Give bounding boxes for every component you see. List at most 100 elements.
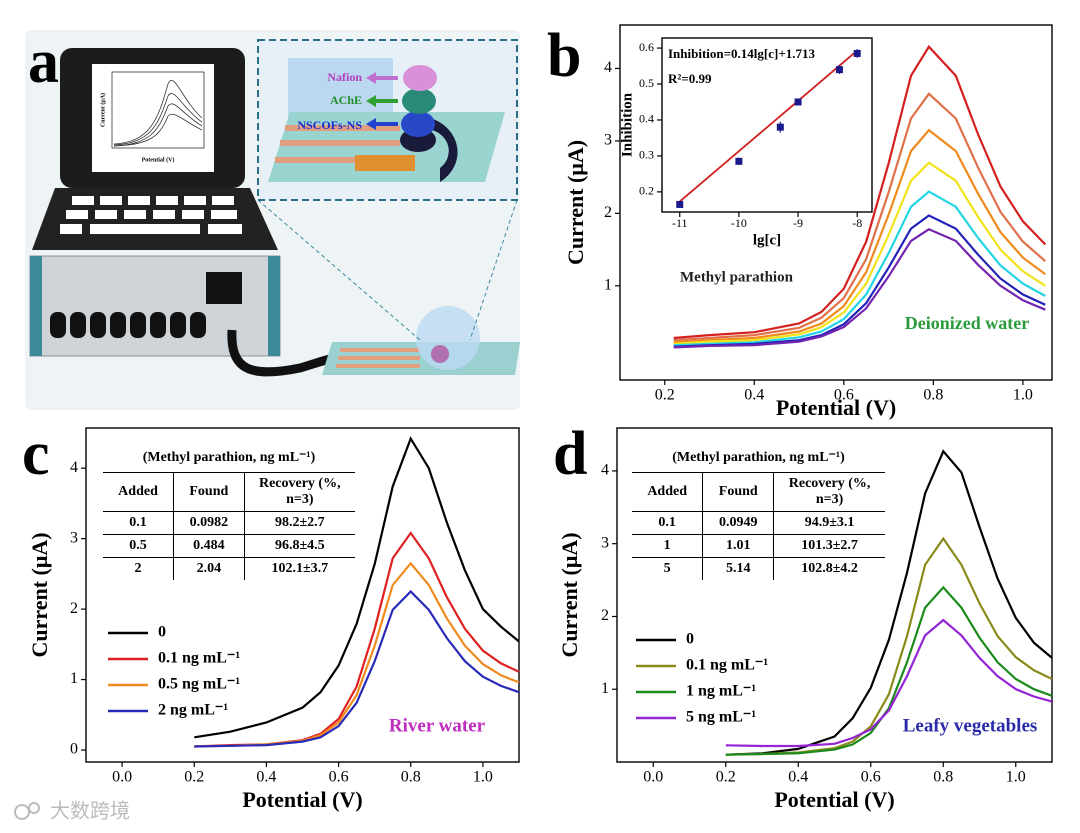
y-tick-label: 2 xyxy=(601,607,609,624)
x-tick-label: 0.0 xyxy=(643,769,663,786)
curve xyxy=(673,44,1047,340)
legend-label: 1 ng mL⁻¹ xyxy=(686,683,756,700)
x-axis-label: Potential (V) xyxy=(774,787,894,812)
table-row: Added Found Recovery (%, n=3) xyxy=(103,472,355,512)
table-cell: 94.9±3.1 xyxy=(773,511,885,535)
potentiostat xyxy=(29,255,281,357)
y-axis-label: Current (μA) xyxy=(563,140,588,265)
x-tick-label: -11 xyxy=(672,216,688,230)
table-cell: 5.14 xyxy=(702,557,774,580)
y-tick-label: 1 xyxy=(604,276,612,293)
legend-label: 0 xyxy=(686,631,694,648)
table-cell: 0.1 xyxy=(103,511,174,535)
point xyxy=(735,157,743,165)
table-row: (Methyl parathion, ng mL⁻¹) xyxy=(632,446,885,473)
mini-plot xyxy=(111,71,205,149)
y-tick-label: 4 xyxy=(601,462,609,479)
screen-display xyxy=(92,64,214,172)
y-tick-label: 3 xyxy=(604,132,612,149)
ports xyxy=(50,312,206,338)
point xyxy=(835,66,843,74)
table-cell: Found xyxy=(173,472,245,512)
table-cell: Recovery (%, n=3) xyxy=(773,472,885,512)
x-tick-label: 0.6 xyxy=(329,769,349,786)
table-cell: 102.8±4.2 xyxy=(773,557,885,580)
annotation: Leafy vegetables xyxy=(903,715,1038,736)
table-cell: 96.8±4.5 xyxy=(243,534,355,558)
table-cell: (Methyl parathion, ng mL⁻¹) xyxy=(142,450,316,465)
curve xyxy=(725,585,1053,756)
x-tick-label: 0.8 xyxy=(401,769,421,786)
panel-label: c xyxy=(22,420,50,488)
working-electrode xyxy=(431,345,449,363)
x-tick-label: 0.8 xyxy=(933,769,953,786)
zoom-lines xyxy=(257,199,518,341)
table-row: 0.1 0.0949 94.9±3.1 xyxy=(632,511,885,535)
point xyxy=(676,200,684,208)
x-axis-label: Potential (V) xyxy=(242,787,362,812)
counter-electrode xyxy=(430,118,458,182)
curve xyxy=(673,161,1046,345)
panel-label: b xyxy=(547,22,581,90)
y-axis-label: Current (μA) xyxy=(27,532,52,657)
table-cell: (Methyl parathion, ng mL⁻¹) xyxy=(672,450,845,465)
table-row: (Methyl parathion, ng mL⁻¹) xyxy=(103,446,355,473)
x-tick-label: 0.8 xyxy=(923,387,943,404)
curve xyxy=(673,214,1046,348)
y-tick-label: 3 xyxy=(70,529,78,546)
legend-label: 0.1 ng mL⁻¹ xyxy=(158,650,240,667)
layer-label: AChE xyxy=(330,93,362,107)
mini-ylabel: Current (μA) xyxy=(99,93,106,127)
curve xyxy=(194,436,520,739)
table-cell: Added xyxy=(632,472,703,512)
y-tick-label: 0.5 xyxy=(639,76,654,90)
x-tick-label: 0.2 xyxy=(655,387,675,404)
curve xyxy=(725,618,1053,748)
table-cell: 1 xyxy=(632,534,703,558)
ache-layer xyxy=(402,88,436,114)
y-tick-label: 0.3 xyxy=(639,148,654,162)
x-tick-label: 0.2 xyxy=(184,769,204,786)
table-cell: 0.5 xyxy=(103,534,174,558)
x-tick-label: 1.0 xyxy=(1013,387,1033,404)
layer-arrows xyxy=(366,72,398,130)
y-tick-label: 1 xyxy=(70,670,78,687)
legend-label: 5 ng mL⁻¹ xyxy=(686,709,756,726)
nafion-layer xyxy=(403,65,437,91)
y-tick-label: 4 xyxy=(604,59,612,76)
x-axis-label: Potential (V) xyxy=(776,395,896,420)
panel-label: a xyxy=(28,28,59,96)
point xyxy=(853,49,861,57)
table-cell: 101.3±2.7 xyxy=(773,534,885,558)
table-cell: 2 xyxy=(103,557,174,580)
table-cell: Recovery (%, n=3) xyxy=(243,472,355,512)
y-axis-label: Current (μA) xyxy=(557,532,582,657)
table-cell: 0.1 xyxy=(632,511,703,535)
x-tick-label: 1.0 xyxy=(473,769,493,786)
curve xyxy=(673,228,1046,349)
table-row: 0.1 0.0982 98.2±2.7 xyxy=(103,511,355,535)
watermark: 大数跨境 xyxy=(50,799,130,823)
table-cell: 5 xyxy=(632,557,703,580)
potentiostat-display xyxy=(206,272,242,304)
fit-line xyxy=(679,49,858,203)
table-cell: 98.2±2.7 xyxy=(243,511,355,535)
table-cell: 1.01 xyxy=(702,534,774,558)
curve xyxy=(673,128,1046,344)
point xyxy=(794,98,802,106)
y-tick-label: 0.6 xyxy=(639,40,654,54)
x-tick-label: 0.4 xyxy=(788,769,808,786)
x-tick-label: -10 xyxy=(731,216,747,230)
annotation: Inhibition=0.14lg[c]+1.713 xyxy=(668,46,815,61)
mini-xlabel: Potential (V) xyxy=(142,156,175,163)
x-tick-label: 0.6 xyxy=(834,387,854,404)
table-row: 2 2.04 102.1±3.7 xyxy=(103,557,355,580)
curve xyxy=(194,589,520,748)
curve xyxy=(673,190,1046,347)
x-tick-label: 0.0 xyxy=(112,769,132,786)
table-cell: Found xyxy=(702,472,774,512)
table-row: 5 5.14 102.8±4.2 xyxy=(632,557,885,580)
nscofs-layer xyxy=(401,111,435,137)
